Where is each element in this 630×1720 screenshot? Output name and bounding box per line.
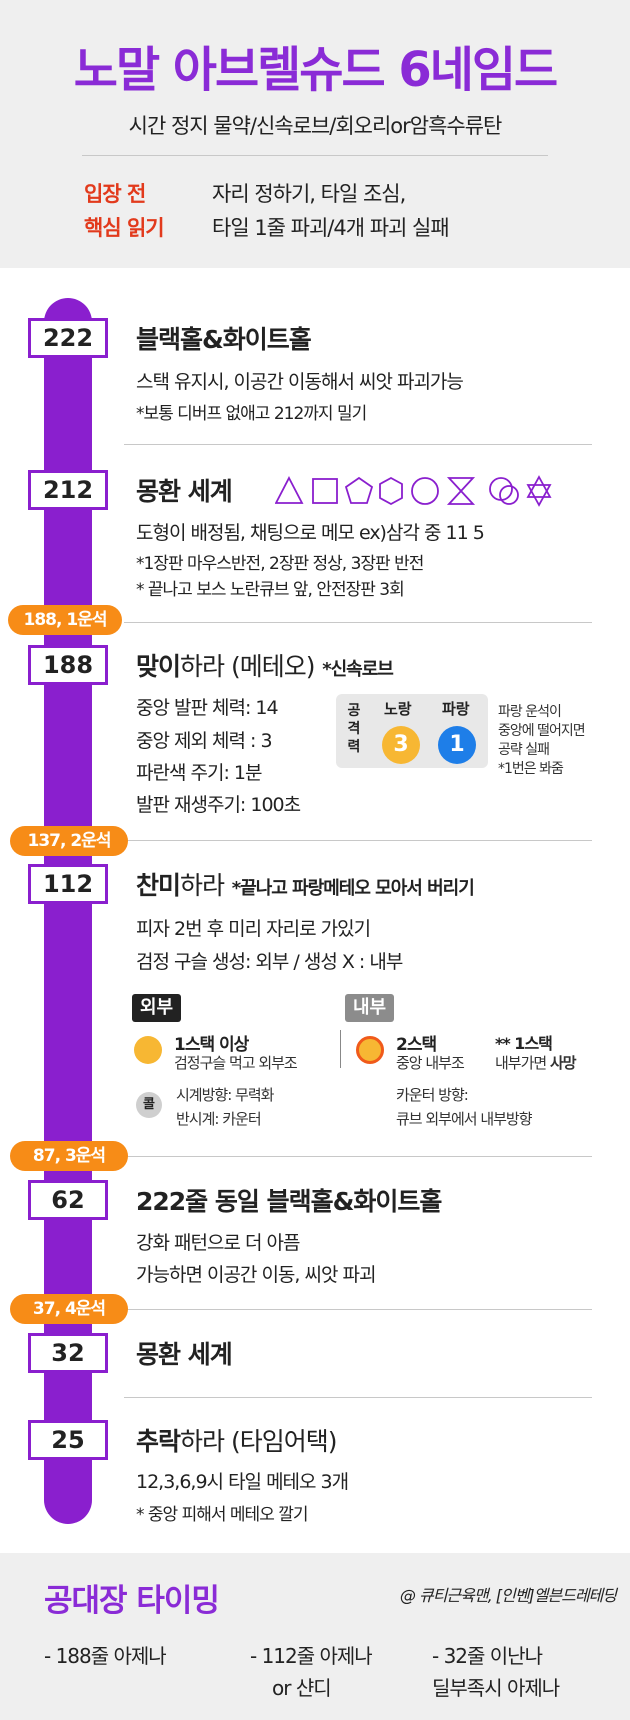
divider (340, 1030, 341, 1068)
side-note: 파랑 운석이 (498, 704, 562, 720)
counter-line: 카운터 방향: (396, 1086, 469, 1104)
phase-title: 맞이하라 (메테오) *신속로브 (136, 652, 394, 681)
footer-item: - 112줄 아제나 (250, 1644, 373, 1668)
footer (0, 1553, 630, 1720)
pre-label-2: 핵심 읽기 (84, 216, 165, 240)
phase-title: 찬미하라 *끝나고 파랑메테오 모아서 버리기 (136, 871, 475, 900)
phase-line: 중앙 발판 체력: 14 (136, 697, 279, 719)
phase-line: 검정 구슬 생성: 외부 / 생성 X : 내부 (136, 951, 403, 973)
pre-label-1: 입장 전 (84, 182, 146, 206)
credit: @ 큐티근육맨, [인벤]엘븐드레테딩 (399, 1586, 617, 1605)
phase-line: 파란색 주기: 1분 (136, 762, 262, 784)
phase-number: 32 (28, 1333, 108, 1373)
outer-tag: 외부 (132, 994, 182, 1022)
phase-line: 발판 재생주기: 100초 (136, 794, 301, 816)
shapes-icon (275, 475, 552, 507)
separator (124, 1309, 592, 1310)
phase-title: 몽환 세계 (136, 477, 233, 506)
orb-icon (134, 1036, 162, 1064)
footer-item: - 188줄 아제나 (44, 1644, 167, 1668)
footer-item: or 샨디 (272, 1676, 332, 1700)
outer-line: 1스택 이상 (174, 1035, 249, 1055)
meteor-badge: 137, 2운석 (10, 826, 128, 856)
separator (124, 840, 592, 841)
page-title: 노말 아브렐슈드 6네임드 (73, 42, 558, 98)
orb-icon (356, 1036, 384, 1064)
phase-line: 중앙 제외 체력 : 3 (136, 730, 273, 752)
call-icon: 콜 (136, 1092, 162, 1118)
separator (124, 1397, 592, 1398)
yellow-meteor-icon: 3 (382, 726, 420, 764)
phase-line: * 중앙 피해서 메테오 깔기 (136, 1505, 309, 1525)
side-note: *1번은 봐줌 (498, 761, 564, 777)
phase-number: 188 (28, 645, 108, 685)
phase-number: 25 (28, 1420, 108, 1460)
phase-number: 62 (28, 1180, 108, 1220)
inner-line: ** 1스택 (495, 1034, 553, 1053)
phase-line: *보통 디버프 없애고 212까지 밀기 (136, 404, 367, 424)
footer-item: 딜부족시 아제나 (432, 1676, 560, 1700)
separator (124, 444, 592, 445)
phase-line: *1장판 마우스반전, 2장판 정상, 3장판 반전 (136, 554, 424, 574)
call-line: 반시계: 카운터 (176, 1110, 262, 1128)
phase-number: 222 (28, 318, 108, 358)
inner-line: 내부가면 사망 (495, 1054, 577, 1072)
phase-line: 스택 유지시, 이공간 이동해서 씨앗 파괴가능 (136, 371, 464, 393)
counter-line: 큐브 외부에서 내부방향 (396, 1110, 533, 1128)
phase-title: 몽환 세계 (136, 1340, 233, 1369)
divider (82, 155, 548, 156)
pre-text-1: 자리 정하기, 타일 조심, (212, 182, 406, 206)
attack-label: 공격력 (347, 703, 361, 755)
inner-line: 중앙 내부조 (396, 1054, 465, 1072)
yellow-label: 노랑 (384, 700, 412, 718)
side-note: 공략 실패 (498, 742, 550, 758)
phase-line: * 끝나고 보스 노란큐브 앞, 안전장판 3회 (136, 580, 405, 600)
meteor-badge: 188, 1운석 (8, 605, 122, 635)
phase-number: 112 (28, 864, 108, 904)
side-note: 중앙에 떨어지면 (498, 723, 586, 739)
phase-line: 피자 2번 후 미리 자리로 가있기 (136, 918, 371, 940)
separator (124, 622, 592, 623)
blue-meteor-icon: 1 (438, 726, 476, 764)
blue-label: 파랑 (442, 700, 470, 718)
meteor-badge: 87, 3운석 (10, 1141, 128, 1171)
phase-title: 블랙홀&화이트홀 (136, 325, 312, 354)
phase-line: 가능하면 이공간 이동, 씨앗 파괴 (136, 1264, 376, 1286)
inner-line: 2스택 (396, 1035, 437, 1055)
phase-number: 212 (28, 470, 108, 510)
attack-box: 공격력 노랑 파랑 3 1 (336, 694, 488, 768)
phase-title: 추락하라 (타임어택) (136, 1427, 337, 1456)
header (0, 0, 630, 268)
phase-line: 12,3,6,9시 타일 메테오 3개 (136, 1471, 349, 1493)
pre-text-2: 타일 1줄 파괴/4개 파괴 실패 (212, 216, 450, 240)
phase-line: 강화 패턴으로 더 아픔 (136, 1232, 300, 1254)
separator (124, 1156, 592, 1157)
footer-title: 공대장 타이밍 (44, 1583, 220, 1619)
page-subtitle: 시간 정지 물약/신속로브/회오리or암흑수류탄 (128, 114, 503, 138)
meteor-badge: 37, 4운석 (10, 1294, 128, 1324)
phase-line: 도형이 배정됨, 채팅으로 메모 ex)삼각 중 11 5 (136, 522, 485, 544)
footer-item: - 32줄 이난나 (432, 1644, 543, 1668)
outer-line: 검정구슬 먹고 외부조 (174, 1054, 298, 1072)
phase-title: 222줄 동일 블랙홀&화이트홀 (136, 1187, 442, 1216)
call-line: 시계방향: 무력화 (176, 1086, 274, 1104)
inner-tag: 내부 (345, 994, 395, 1022)
